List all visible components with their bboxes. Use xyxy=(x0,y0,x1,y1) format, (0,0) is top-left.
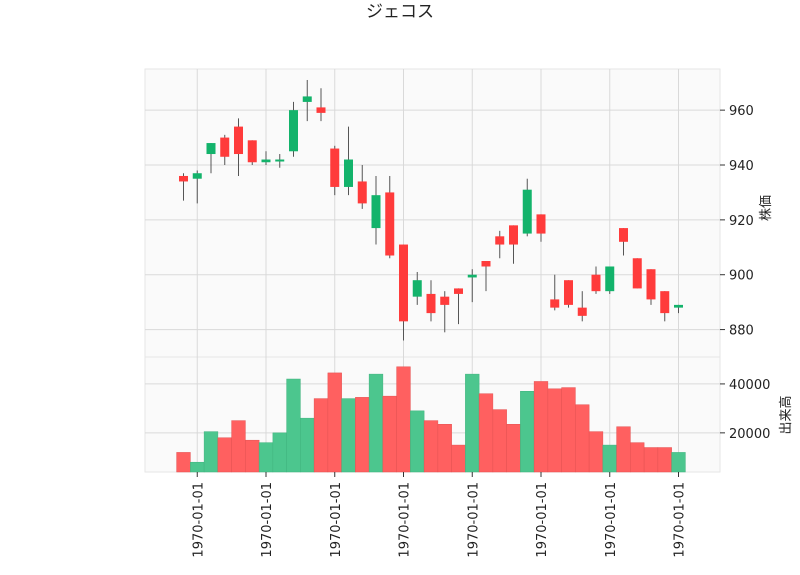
candle-body xyxy=(646,269,656,300)
volume-bar xyxy=(190,461,205,473)
volume-bar xyxy=(327,372,342,473)
candle-body xyxy=(385,192,395,256)
candles-group xyxy=(179,79,683,341)
volume-bar xyxy=(630,442,645,473)
price-tick-label: 880 xyxy=(729,324,754,339)
price-axis-label: 株価 xyxy=(759,195,774,221)
candle-body xyxy=(289,110,298,152)
volume-bar xyxy=(423,420,439,473)
volume-bar xyxy=(355,397,370,473)
x-tick-label: 1970-01-01 xyxy=(329,482,344,558)
x-tick-label: 1970-01-01 xyxy=(191,482,206,558)
candle-body xyxy=(674,304,683,308)
candle-body xyxy=(330,148,340,187)
candle-body xyxy=(481,261,491,267)
volume-tick-label: 40000 xyxy=(729,378,770,393)
volume-bar xyxy=(176,452,191,473)
candle-body xyxy=(591,274,601,292)
volume-axis-label: 出来高 xyxy=(778,395,794,434)
candle-body xyxy=(632,258,642,289)
x-tick-label: 1970-01-01 xyxy=(398,482,413,558)
volume-bars-group xyxy=(176,366,686,473)
candle-body xyxy=(412,280,422,297)
volume-bar xyxy=(506,424,521,473)
chart-title: ジェコス xyxy=(366,2,434,22)
candle-body xyxy=(316,107,326,113)
candle-body xyxy=(206,143,216,155)
candle-body xyxy=(247,140,257,163)
candle-body xyxy=(275,159,285,162)
candle-body xyxy=(619,228,628,242)
x-tick-label: 1970-01-01 xyxy=(466,482,481,558)
price-tick-label: 920 xyxy=(729,214,754,229)
candle-body xyxy=(564,280,573,305)
volume-bar xyxy=(547,388,562,473)
price-tick-label: 940 xyxy=(729,159,754,174)
volume-bar xyxy=(217,437,232,473)
volume-bar xyxy=(203,431,219,473)
candle-body xyxy=(302,96,312,102)
volume-bar xyxy=(245,439,260,473)
candle-body xyxy=(509,225,518,245)
candle-body xyxy=(550,299,560,308)
x-tick-label: 1970-01-01 xyxy=(673,482,688,558)
candle-body xyxy=(220,137,230,157)
candle-body xyxy=(344,159,353,187)
volume-tick-label: 20000 xyxy=(729,427,770,442)
volume-bar xyxy=(231,420,246,473)
candle-body xyxy=(522,189,532,234)
volume-bar xyxy=(561,387,576,473)
x-tick-label: 1970-01-01 xyxy=(260,482,275,558)
volume-bar xyxy=(478,393,494,473)
price-panel-background xyxy=(144,68,721,358)
volume-bar xyxy=(286,378,301,473)
volume-bar xyxy=(382,395,397,473)
volume-bar xyxy=(410,410,425,473)
candle-body xyxy=(192,173,202,179)
volume-bar xyxy=(575,404,590,473)
candle-body xyxy=(577,307,587,316)
volume-bar xyxy=(313,398,329,473)
volume-bar xyxy=(671,452,686,473)
candle-body xyxy=(660,291,670,314)
volume-bar xyxy=(300,417,315,473)
candle-body xyxy=(536,214,546,234)
volume-bar xyxy=(533,381,549,473)
volume-bar xyxy=(396,366,411,473)
price-tick-label: 900 xyxy=(729,269,754,284)
volume-bar xyxy=(258,442,274,473)
volume-bar xyxy=(465,373,480,473)
volume-bar xyxy=(341,398,356,473)
price-tick-label: 960 xyxy=(729,104,754,119)
candle-body xyxy=(440,296,450,305)
volume-bar xyxy=(588,431,604,473)
volume-axis: 20000 40000 xyxy=(720,378,770,442)
candle-body xyxy=(261,159,271,163)
price-axis: 880 900 920 940 960 xyxy=(720,104,754,339)
x-tick-label: 1970-01-01 xyxy=(604,482,619,558)
volume-bar xyxy=(602,444,617,473)
candle-body xyxy=(426,293,436,314)
volume-bar xyxy=(643,447,659,473)
volume-bar xyxy=(272,432,287,473)
candle-body xyxy=(454,288,463,294)
candle-body xyxy=(179,175,188,182)
volume-bar xyxy=(492,409,507,473)
candle-body xyxy=(495,236,505,245)
volume-bar xyxy=(616,426,631,473)
volume-bar xyxy=(520,391,535,473)
volume-bar xyxy=(657,447,672,473)
candle-body xyxy=(467,274,477,278)
volume-bar xyxy=(451,444,466,473)
volume-bar xyxy=(368,373,384,473)
candle-body xyxy=(234,126,243,155)
candle-body xyxy=(399,244,408,322)
x-axis: 1970-01-01 1970-01-01 1970-01-01 1970-01-01… xyxy=(191,472,688,558)
x-tick-label: 1970-01-01 xyxy=(535,482,550,558)
candle-body xyxy=(605,266,615,292)
candle-body xyxy=(357,181,367,204)
candle-body xyxy=(371,195,381,229)
volume-bar xyxy=(437,424,452,473)
